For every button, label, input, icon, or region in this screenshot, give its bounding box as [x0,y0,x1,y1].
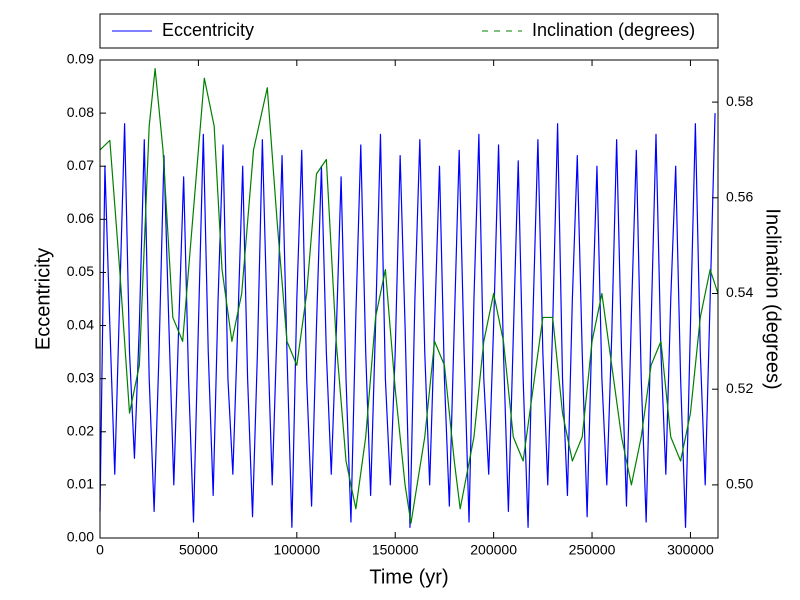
x-tick-label: 250000 [569,542,616,558]
y-tick-label: 0.07 [67,157,94,173]
y-tick-label: 0.03 [67,369,94,385]
y2-tick-label: 0.52 [726,380,753,396]
legend-label: Inclination (degrees) [532,20,695,40]
x-tick-label: 100000 [273,542,320,558]
y-tick-label: 0.04 [67,316,94,332]
y-tick-label: 0.08 [67,104,94,120]
y2-tick-label: 0.56 [726,189,753,205]
y-tick-label: 0.09 [67,51,94,67]
y-tick-label: 0.00 [67,529,94,545]
y2-tick-label: 0.58 [726,93,753,109]
y2-tick-label: 0.54 [726,284,753,300]
legend-box [99,13,719,49]
y-axis-label: Eccentricity [32,248,54,350]
x-tick-label: 50000 [179,542,218,558]
x-tick-label: 200000 [470,542,517,558]
plot-frame [99,59,719,539]
x-axis-label: Time (yr) [369,566,448,588]
x-tick-label: 300000 [667,542,714,558]
data-line [99,113,716,528]
x-tick-label: 0 [96,542,104,558]
y-tick-label: 0.05 [67,263,94,279]
y2-axis-label: Inclination (degrees) [762,208,784,389]
y-tick-label: 0.06 [67,210,94,226]
y-tick-label: 0.02 [67,422,94,438]
x-tick-label: 150000 [372,542,419,558]
y-tick-label: 0.01 [67,476,94,492]
data-line [99,68,719,524]
legend-label: Eccentricity [162,20,254,40]
y2-tick-label: 0.50 [726,476,753,492]
